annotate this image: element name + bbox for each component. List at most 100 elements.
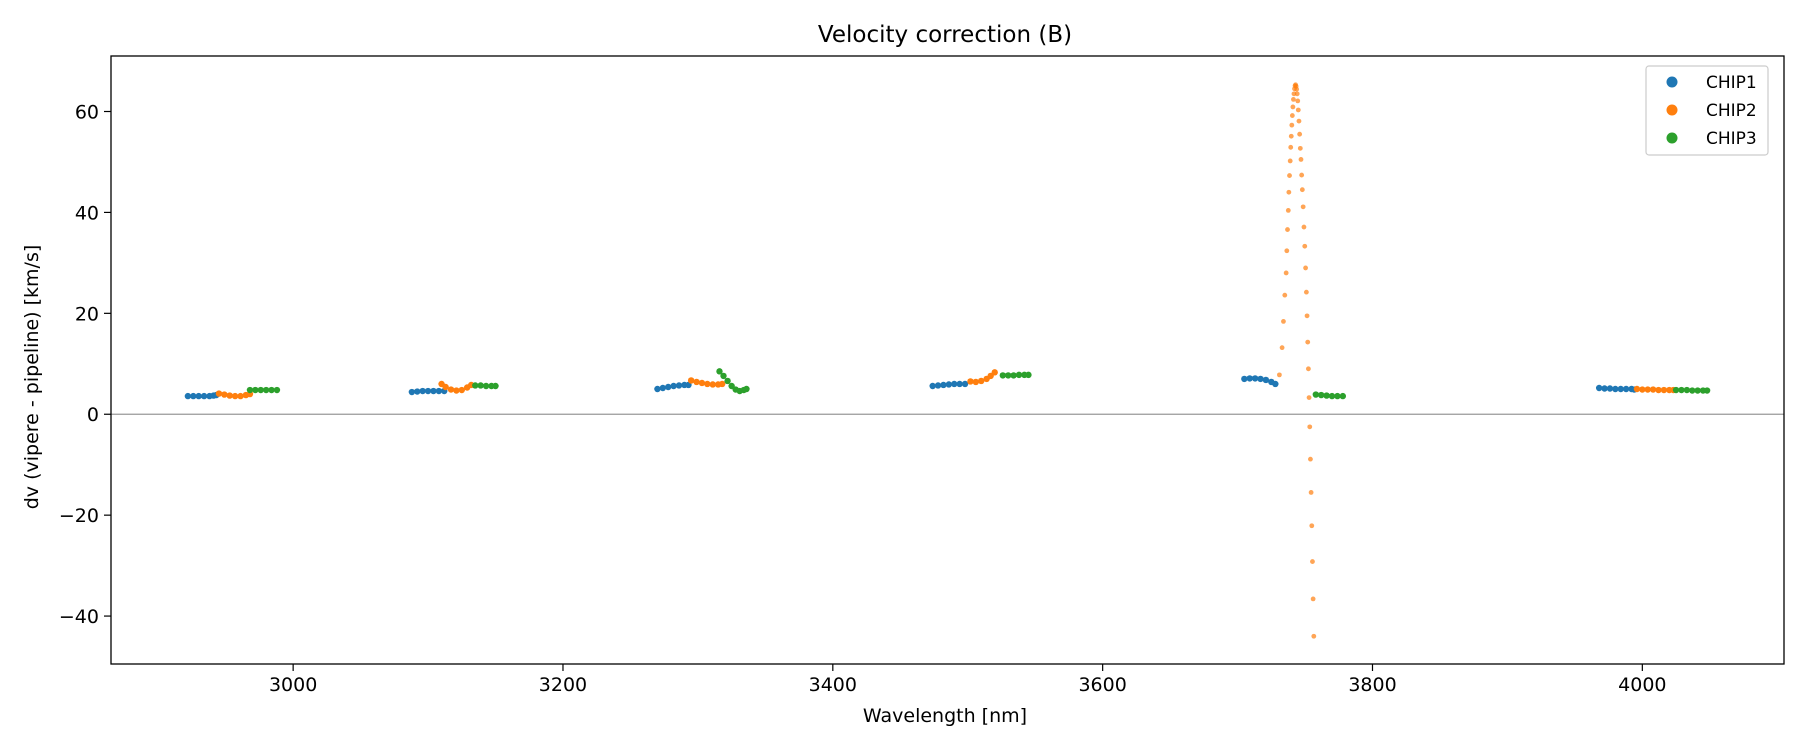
y-axis: −40 −20 0 20 40 60	[59, 102, 111, 628]
data-point	[1310, 596, 1316, 602]
data-point	[1279, 345, 1285, 351]
data-point	[1306, 366, 1311, 372]
data-point	[1241, 375, 1248, 383]
data-point	[1689, 387, 1696, 394]
data-point	[1612, 385, 1619, 393]
data-point	[262, 386, 270, 394]
plot-area	[111, 82, 1784, 639]
data-point	[1306, 395, 1312, 400]
x-tick-label: 3800	[1348, 674, 1396, 696]
legend-marker	[1666, 76, 1678, 88]
data-point	[1299, 172, 1305, 178]
data-point	[447, 386, 455, 393]
data-point	[1672, 386, 1680, 394]
data-point	[675, 382, 683, 389]
data-point	[718, 380, 726, 388]
data-point	[424, 387, 432, 395]
data-point	[215, 390, 223, 397]
data-point	[430, 387, 437, 395]
x-tick-label: 4000	[1618, 674, 1666, 696]
data-point	[1295, 98, 1301, 104]
data-point	[435, 387, 443, 395]
data-point	[1308, 456, 1313, 462]
data-point	[1300, 204, 1306, 210]
legend-marker	[1666, 104, 1678, 116]
data-point	[1296, 118, 1302, 124]
data-point	[477, 382, 484, 389]
data-point	[257, 386, 264, 394]
data-point	[1622, 385, 1630, 393]
x-tick-label: 3200	[539, 674, 587, 696]
data-point	[419, 387, 426, 395]
data-point	[1601, 385, 1608, 392]
data-point	[1286, 189, 1292, 195]
y-axis-label: dv (vipere - pipeline) [km/s]	[21, 245, 43, 510]
data-point	[226, 392, 233, 399]
y-tick-label: 20	[75, 303, 99, 325]
data-point	[978, 377, 985, 385]
data-point	[1606, 385, 1614, 392]
data-point	[472, 382, 479, 389]
data-point	[999, 372, 1007, 379]
data-point	[972, 378, 980, 386]
data-point	[1660, 386, 1668, 394]
data-point	[1323, 392, 1330, 399]
data-point	[1285, 208, 1291, 213]
data-point	[1339, 392, 1347, 400]
data-point	[967, 378, 974, 385]
data-point	[1285, 227, 1290, 232]
data-point	[720, 372, 727, 380]
y-tick-label: −20	[59, 505, 99, 527]
data-point	[237, 392, 244, 400]
plot-frame	[110, 55, 1785, 665]
x-tick-label: 3600	[1078, 674, 1126, 696]
x-tick-label: 3000	[269, 674, 317, 696]
data-point	[724, 377, 731, 385]
data-point	[1644, 386, 1651, 393]
data-point	[408, 388, 416, 396]
y-tick-label: 40	[75, 202, 99, 224]
data-point	[934, 382, 942, 389]
data-point	[1595, 384, 1603, 392]
data-point	[1297, 131, 1303, 137]
data-point	[184, 392, 192, 400]
data-point	[940, 381, 947, 389]
data-point	[1617, 385, 1624, 393]
data-point	[1282, 292, 1288, 298]
data-point	[1251, 375, 1259, 382]
data-point	[1301, 224, 1307, 230]
legend-label: CHIP3	[1706, 129, 1757, 149]
data-point	[1257, 375, 1264, 383]
data-point	[654, 385, 661, 393]
data-point	[1283, 270, 1289, 276]
data-point	[1312, 391, 1320, 398]
data-point	[252, 386, 259, 394]
legend: CHIP1 CHIP2 CHIP3	[1645, 65, 1769, 156]
data-point	[1302, 243, 1308, 249]
data-point	[1297, 145, 1303, 151]
data-point	[956, 380, 963, 388]
data-point	[1303, 265, 1308, 271]
data-point	[951, 380, 958, 388]
data-point	[1005, 372, 1012, 379]
data-point	[1246, 375, 1253, 382]
data-point	[1328, 392, 1336, 400]
data-point	[1294, 91, 1300, 97]
series-chip2	[1277, 82, 1317, 639]
data-point	[414, 388, 421, 395]
data-points	[184, 82, 1711, 639]
series-chip1	[184, 375, 1638, 400]
data-point	[1288, 133, 1294, 139]
data-point	[482, 382, 490, 390]
data-point	[659, 384, 667, 392]
data-point	[1639, 386, 1646, 393]
data-point	[1694, 387, 1701, 394]
series-chip2	[215, 369, 1677, 400]
data-point	[1298, 157, 1304, 162]
data-point	[961, 380, 969, 388]
data-point	[1678, 386, 1685, 394]
data-point	[945, 381, 953, 388]
data-point	[704, 380, 711, 388]
data-point	[1307, 424, 1313, 430]
data-point	[1318, 391, 1325, 399]
